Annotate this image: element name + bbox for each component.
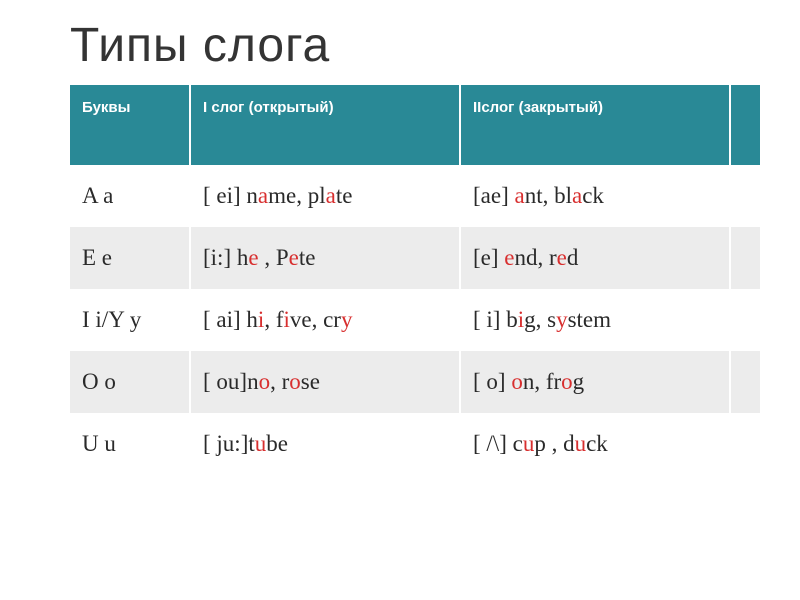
table-row: A a[ ei] name, plate[ae] ant, black xyxy=(70,165,760,227)
highlight-letter: u xyxy=(523,431,535,456)
table-row: U u[ ju:]tube[ /\] cup , duck xyxy=(70,413,760,475)
highlight-letter: y xyxy=(341,307,353,332)
highlight-letter: o xyxy=(259,369,271,394)
text-fragment: ck xyxy=(582,183,604,208)
text-fragment: nt, bl xyxy=(525,183,572,208)
header-closed: IIслог (закрытый) xyxy=(460,85,730,165)
highlight-letter: y xyxy=(556,307,568,332)
text-fragment: n, fr xyxy=(523,369,561,394)
text-fragment: , f xyxy=(264,307,283,332)
text-fragment: ck xyxy=(586,431,608,456)
text-fragment: , r xyxy=(270,369,289,394)
text-fragment: [ ju:]t xyxy=(203,431,255,456)
highlight-letter: u xyxy=(575,431,587,456)
cell-closed-syllable: [ae] ant, black xyxy=(460,165,730,227)
text-fragment: te xyxy=(336,183,353,208)
text-fragment: be xyxy=(266,431,288,456)
text-fragment: nd, r xyxy=(515,245,557,270)
text-fragment: [i:] h xyxy=(203,245,248,270)
cell-open-syllable: [i:] he , Pete xyxy=(190,227,460,289)
text-fragment: [ ai] h xyxy=(203,307,258,332)
highlight-letter: e xyxy=(557,245,567,270)
text-fragment: [ o] xyxy=(473,369,511,394)
header-letters: Буквы xyxy=(70,85,190,165)
text-fragment: me, pl xyxy=(268,183,326,208)
cell-letter: E e xyxy=(70,227,190,289)
highlight-letter: u xyxy=(255,431,267,456)
text-fragment: stem xyxy=(568,307,611,332)
table-row: O o[ ou]no, rose[ o] on, frog xyxy=(70,351,760,413)
cell-closed-syllable: [ i] big, system xyxy=(460,289,730,351)
highlight-letter: a xyxy=(258,183,268,208)
text-fragment: [ /\] c xyxy=(473,431,523,456)
cell-letter: A a xyxy=(70,165,190,227)
table-row: E e[i:] he , Pete[e] end, red xyxy=(70,227,760,289)
cell-letter: I i/Y y xyxy=(70,289,190,351)
cell-empty xyxy=(730,413,760,475)
cell-letter: U u xyxy=(70,413,190,475)
text-fragment: g, s xyxy=(524,307,556,332)
table-row: I i/Y y[ ai] hi, five, cry[ i] big, syst… xyxy=(70,289,760,351)
text-fragment: te xyxy=(299,245,316,270)
highlight-letter: e xyxy=(248,245,258,270)
cell-open-syllable: [ ai] hi, five, cry xyxy=(190,289,460,351)
highlight-letter: a xyxy=(572,183,582,208)
header-open: I слог (открытый) xyxy=(190,85,460,165)
header-empty xyxy=(730,85,760,165)
cell-empty xyxy=(730,289,760,351)
text-fragment: [ ou]n xyxy=(203,369,259,394)
text-fragment: [ ei] n xyxy=(203,183,258,208)
cell-closed-syllable: [ o] on, frog xyxy=(460,351,730,413)
table-body: A a[ ei] name, plate[ae] ant, blackE e[i… xyxy=(70,165,760,475)
text-fragment: [ae] xyxy=(473,183,515,208)
cell-open-syllable: [ ju:]tube xyxy=(190,413,460,475)
cell-closed-syllable: [e] end, red xyxy=(460,227,730,289)
highlight-letter: e xyxy=(289,245,299,270)
text-fragment: , P xyxy=(259,245,289,270)
cell-empty xyxy=(730,165,760,227)
slide: Типы слога Буквы I слог (открытый) IIсло… xyxy=(0,0,800,600)
highlight-letter: a xyxy=(515,183,525,208)
highlight-letter: o xyxy=(511,369,523,394)
text-fragment: [ i] b xyxy=(473,307,518,332)
text-fragment: d xyxy=(567,245,579,270)
text-fragment: ve, cr xyxy=(290,307,341,332)
syllable-table: Буквы I слог (открытый) IIслог (закрытый… xyxy=(70,85,760,475)
text-fragment: p , d xyxy=(534,431,574,456)
cell-open-syllable: [ ei] name, plate xyxy=(190,165,460,227)
text-fragment: [e] xyxy=(473,245,504,270)
text-fragment: se xyxy=(301,369,320,394)
cell-closed-syllable: [ /\] cup , duck xyxy=(460,413,730,475)
table-header-row: Буквы I слог (открытый) IIслог (закрытый… xyxy=(70,85,760,165)
highlight-letter: o xyxy=(289,369,301,394)
slide-title: Типы слога xyxy=(70,18,760,73)
cell-open-syllable: [ ou]no, rose xyxy=(190,351,460,413)
highlight-letter: o xyxy=(561,369,573,394)
cell-empty xyxy=(730,227,760,289)
cell-letter: O o xyxy=(70,351,190,413)
cell-empty xyxy=(730,351,760,413)
text-fragment: g xyxy=(573,369,585,394)
highlight-letter: e xyxy=(504,245,514,270)
highlight-letter: a xyxy=(326,183,336,208)
